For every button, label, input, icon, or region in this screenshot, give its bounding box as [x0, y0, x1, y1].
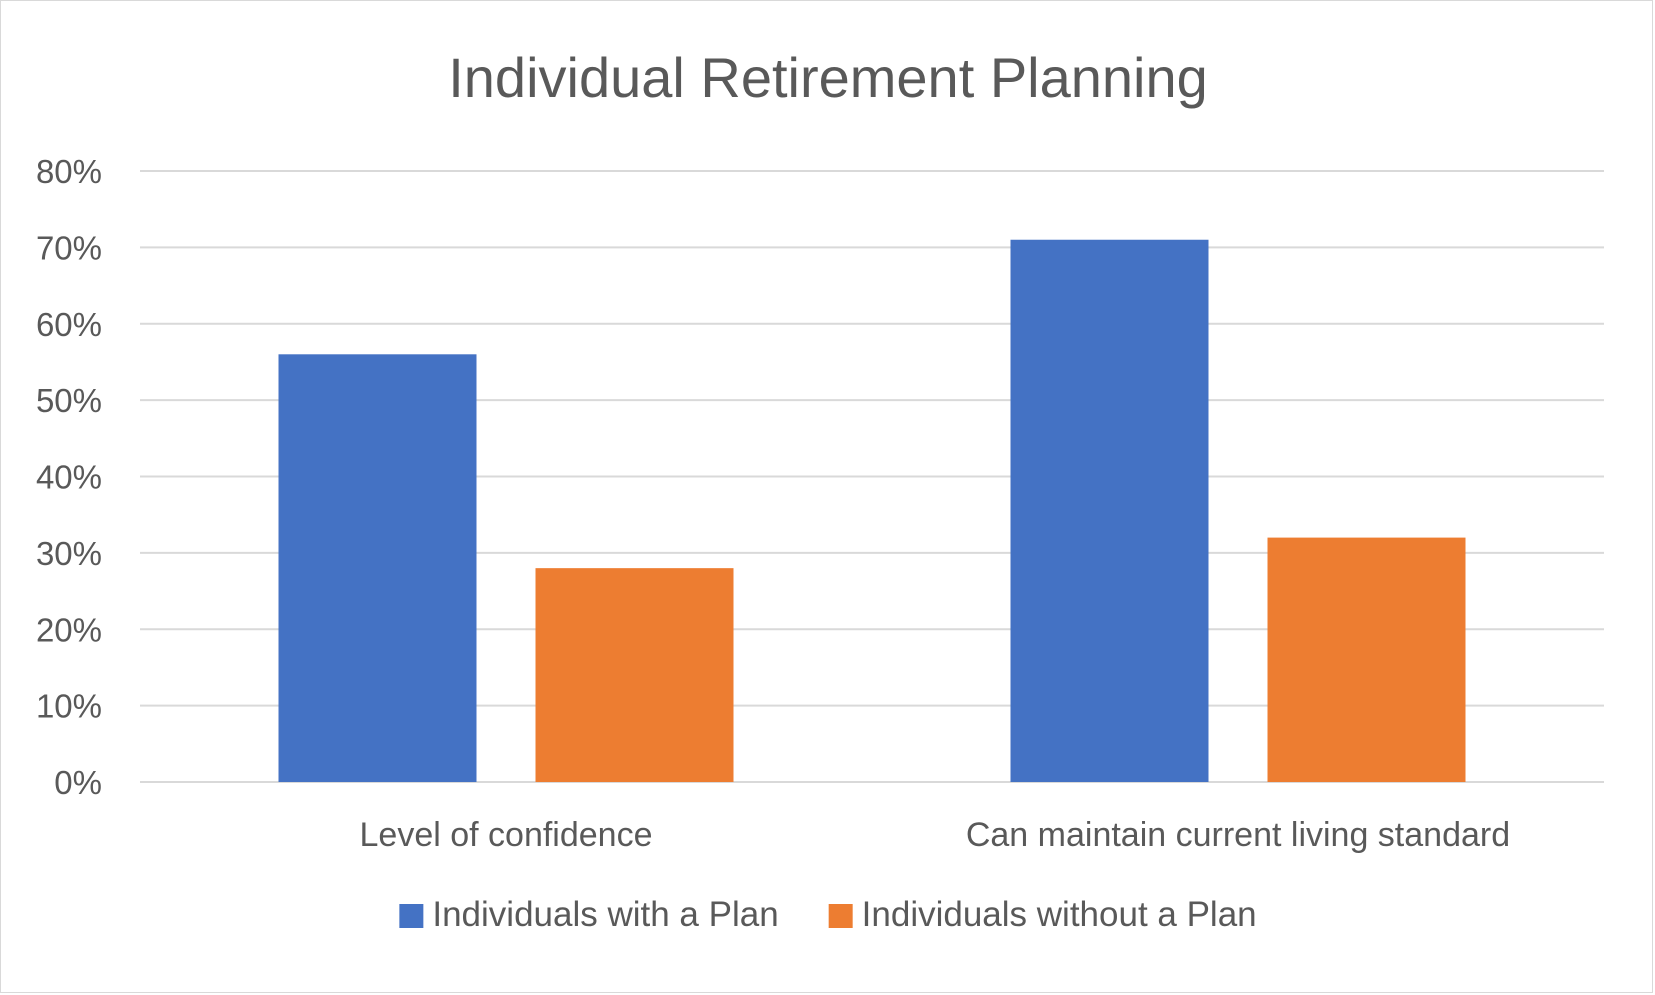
y-tick-label: 40% — [36, 459, 102, 496]
bar — [1267, 537, 1466, 782]
bars — [278, 239, 1466, 783]
legend-item: Individuals without a Plan — [828, 895, 1257, 934]
legend-swatch — [399, 904, 424, 928]
bar — [535, 568, 734, 782]
y-tick-label: 80% — [36, 153, 102, 190]
legend-label: Individuals without a Plan — [862, 895, 1257, 934]
x-category-label: Level of confidence — [360, 816, 653, 854]
legend-swatch — [828, 904, 853, 928]
y-tick-label: 60% — [36, 306, 102, 343]
y-tick-label: 0% — [54, 764, 102, 801]
y-tick-label: 10% — [36, 688, 102, 725]
legend-label: Individuals with a Plan — [432, 895, 778, 934]
legend: Individuals with a Plan Individuals witho… — [399, 895, 1257, 934]
x-category-label: Can maintain current living standard — [966, 816, 1510, 854]
y-tick-label: 30% — [36, 535, 102, 572]
y-axis-tick-labels: 0% 10% 20% 30% 40% 50% 60% 70% 80% — [36, 153, 102, 801]
y-tick-label: 20% — [36, 611, 102, 648]
bar — [278, 354, 477, 782]
chart-title: Individual Retirement Planning — [448, 46, 1208, 109]
bar — [1010, 239, 1209, 783]
legend-item: Individuals with a Plan — [399, 895, 779, 934]
y-tick-label: 70% — [36, 229, 102, 266]
y-tick-label: 50% — [36, 382, 102, 419]
x-axis-category-labels: Level of confidence Can maintain current … — [360, 816, 1511, 854]
